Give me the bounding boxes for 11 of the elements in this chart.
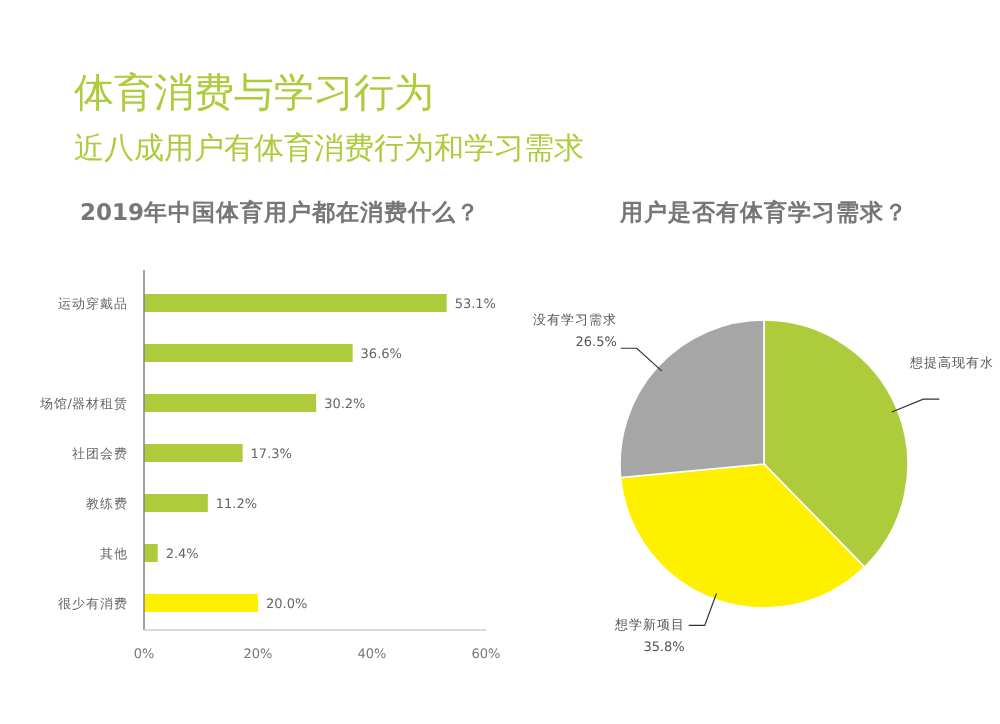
chart-title: 用户是否有体育学习需求？: [618, 198, 908, 226]
bar: [144, 494, 208, 512]
bar: [144, 294, 447, 312]
chart-title: 2019年中国体育用户都在消费什么？: [80, 198, 481, 226]
bar: [144, 444, 243, 462]
text: 近八成用户有体育消费行为和学习需求: [74, 130, 584, 166]
bar: [144, 544, 158, 562]
bar: [144, 594, 258, 612]
bar: [144, 344, 353, 362]
bar: [144, 394, 317, 412]
text: 体育消费与学习行为: [74, 68, 434, 116]
